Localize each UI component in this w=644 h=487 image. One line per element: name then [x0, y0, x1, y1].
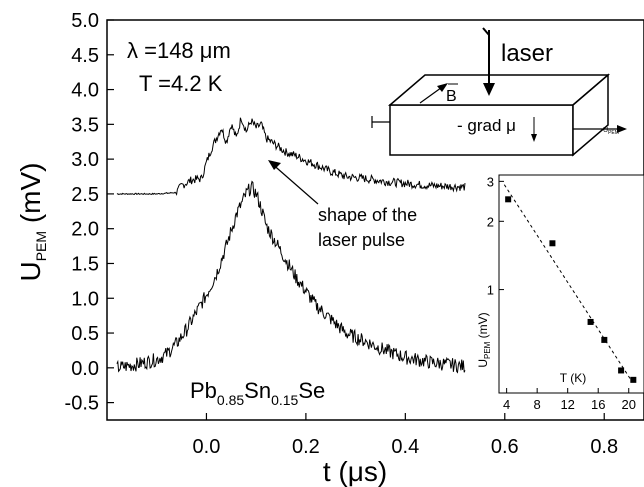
main-x-tick-label: 0.8 [590, 436, 618, 458]
main-y-tick-label: 0.0 [71, 358, 99, 380]
field-arrow-head [437, 83, 448, 92]
main-y-tick-label: 1.0 [71, 288, 99, 310]
main-x-tick-label: 0.2 [292, 436, 320, 458]
inset-series [503, 184, 637, 383]
output-label: UPEM [603, 127, 619, 136]
inset-x-axis-title: T (K) [560, 371, 586, 385]
lambda-annotation: λ =148 μm [127, 38, 231, 63]
main-y-tick-label: 5.0 [71, 10, 99, 32]
inset-data-point [505, 196, 512, 203]
laser-label: laser [501, 40, 553, 67]
laser-beam-kink [482, 27, 490, 36]
main-y-tick-label: 2.5 [71, 184, 99, 206]
inset-data-point [549, 240, 556, 247]
main-y-tick-label: 1.5 [71, 253, 99, 275]
inset-x-ticks: 4 8 12 16 20 [503, 388, 636, 412]
main-series [116, 117, 466, 374]
sample-schematic: UPEM laser B - grad μ [371, 27, 627, 157]
inset-x-tick-label: 20 [622, 397, 636, 412]
main-y-ticks: -0.5 0.0 0.5 1.0 1.5 2.0 2.5 3.0 3.5 4.0 4.5 5.0 [65, 10, 114, 415]
main-y-tick-label: 3.5 [71, 114, 99, 136]
inset-y-tick-label: 1 [487, 283, 494, 298]
inset-x-tick-label: 8 [534, 397, 541, 412]
main-plot-frame [106, 19, 644, 421]
main-y-tick-label: 0.5 [71, 323, 99, 345]
inset-data-point [601, 336, 608, 343]
main-y-tick-label: 2.0 [71, 219, 99, 241]
inset-x-tick-label: 12 [560, 397, 574, 412]
inset-x-tick-label: 16 [591, 397, 605, 412]
inset-y-tick-label: 3 [487, 174, 494, 189]
pulse-arrow [269, 161, 319, 205]
output-arrow-head [617, 125, 627, 133]
gradient-label: - grad μ [457, 116, 516, 135]
temperature-annotation: T =4.2 K [139, 71, 223, 96]
inset-x-tick-label: 4 [503, 397, 510, 412]
main-y-axis-title: UPEM (mV) [15, 162, 49, 281]
inset-y-axis-title: UPEM (mV) [476, 312, 492, 367]
main-x-ticks: 0.0 0.2 0.4 0.6 0.8 [193, 413, 618, 458]
inset-chart: 123 4 8 12 16 20 UPEM (mV) T (K) [476, 174, 644, 412]
main-y-tick-label: 4.0 [71, 80, 99, 102]
main-chart: -0.5 0.0 0.5 1.0 1.5 2.0 2.5 3.0 3.5 4.0 4.5 5.0 0.… [15, 10, 644, 487]
pulse-arrow-head [268, 160, 281, 170]
main-y-tick-label: 3.0 [71, 149, 99, 171]
inset-data-point [587, 318, 594, 325]
inset-y-ticks: 1 2 3 [487, 174, 504, 298]
pulse-label-line1: shape of the [318, 205, 417, 225]
pulse-label-line2: laser pulse [318, 230, 405, 250]
field-label: B [446, 88, 457, 105]
inset-data-point [618, 367, 625, 374]
main-x-tick-label: 0.0 [193, 436, 221, 458]
main-x-axis-title: t (μs) [323, 456, 387, 487]
inset-data-point [630, 376, 637, 383]
main-x-tick-label: 0.4 [391, 436, 419, 458]
main-series-trace-1 [116, 180, 466, 374]
gradient-arrow-head [531, 134, 537, 142]
main-series-trace-0 [116, 117, 466, 196]
inset-y-tick-label: 2 [487, 214, 494, 229]
sample-side-face [572, 73, 609, 157]
material-annotation: Pb0.85Sn0.15Se [190, 378, 325, 408]
main-y-tick-label: 4.5 [71, 45, 99, 67]
laser-arrow-head [483, 83, 495, 96]
inset-plot-frame [498, 174, 644, 394]
main-y-tick-label: -0.5 [65, 393, 99, 415]
main-x-tick-label: 0.6 [491, 436, 519, 458]
